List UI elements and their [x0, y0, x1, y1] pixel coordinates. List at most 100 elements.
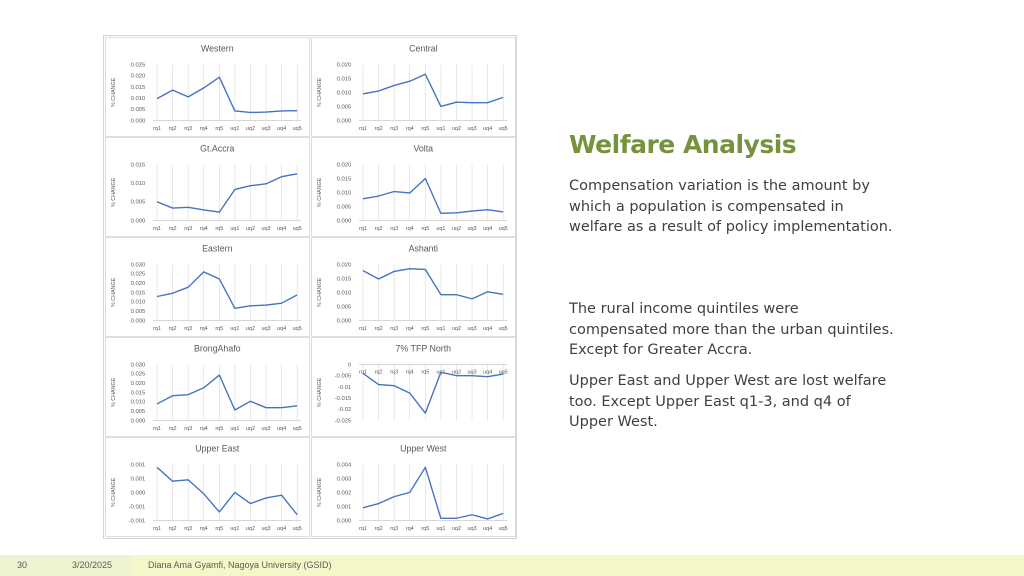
y-tick-label: 0.025 [131, 372, 146, 378]
chart-panel: Eastern % CHANGE 0.000 0.005 0.010 0.015 0.020… [105, 237, 310, 337]
y-axis-label: % CHANGE [317, 277, 323, 307]
series-line [362, 466, 504, 520]
x-tick-label: rq1 [359, 526, 367, 532]
y-tick-label: 0.010 [131, 400, 146, 406]
series-line [362, 73, 504, 108]
x-tick-label: uq3 [261, 126, 270, 132]
x-tick-label: rq3 [184, 126, 192, 132]
chart-panel: Western % CHANGE 0.000 0.005 0.010 0.015 0.020… [105, 37, 310, 137]
y-tick-label: 0.015 [131, 85, 146, 91]
y-tick-label: 0.010 [131, 96, 146, 102]
y-tick-label: 0.000 [337, 518, 352, 524]
y-tick-label: -0.015 [335, 396, 352, 402]
x-tick-label: uq5 [499, 226, 508, 232]
paragraph-upper-regions: Upper East and Upper West are lost welfa… [569, 373, 887, 430]
footer-author: Diana Ama Gyamfi, Nagoya University (GSI… [148, 560, 332, 570]
chart-title: 7% TFP North [396, 344, 452, 354]
y-tick-label: 0.010 [337, 90, 352, 96]
chart-title: Eastern [202, 244, 232, 254]
y-tick-label: 0.001 [131, 462, 146, 468]
y-tick-label: 0.000 [337, 118, 352, 124]
chart-panel: Upper West % CHANGE 0.000 0.001 0.002 0.003 0.… [311, 437, 516, 537]
x-tick-label: uq4 [277, 526, 286, 532]
x-tick-label: rq2 [169, 426, 177, 432]
chart-panel: Upper East % CHANGE -0.001 -0.001 0.000 0.001… [105, 437, 310, 537]
y-tick-label: 0.020 [337, 62, 352, 68]
y-tick-label: 0.004 [337, 462, 352, 468]
x-tick-label: rq1 [153, 226, 161, 232]
x-tick-label: uq4 [483, 126, 492, 132]
chart-title: Gt.Accra [200, 144, 234, 154]
x-tick-label: rq1 [153, 326, 161, 332]
y-tick-label: 0.005 [337, 104, 352, 110]
x-tick-label: uq1 [230, 426, 239, 432]
y-tick-label: -0.001 [129, 518, 146, 524]
y-tick-label: 0.015 [131, 162, 146, 168]
x-tick-label: rq5 [215, 426, 223, 432]
chart-title: BrongAhafo [194, 344, 241, 354]
x-tick-label: uq3 [261, 526, 270, 532]
chart-title: Ashanti [409, 244, 438, 254]
paragraph-compensation-definition: Compensation variation is the amount by … [569, 178, 893, 235]
y-tick-label: 0 [348, 362, 352, 368]
chart-title: Upper West [400, 444, 447, 454]
y-tick-label: -0.005 [335, 374, 352, 380]
x-tick-label: uq4 [483, 369, 492, 375]
y-tick-label: 0.000 [337, 318, 352, 324]
x-tick-label: rq2 [169, 126, 177, 132]
series-line [156, 173, 298, 213]
chart-title: Western [201, 44, 234, 54]
x-tick-label: rq5 [215, 526, 223, 532]
x-tick-label: rq3 [390, 526, 398, 532]
y-tick-label: 0.000 [131, 418, 146, 424]
x-tick-label: uq3 [467, 226, 476, 232]
chart-panel-grid: Western % CHANGE 0.000 0.005 0.010 0.015 0.020… [103, 35, 517, 539]
series-line [362, 267, 504, 300]
y-tick-label: -0.001 [129, 504, 146, 510]
line-chart: Upper East % CHANGE -0.001 -0.001 0.000 0.001… [111, 444, 302, 532]
footer-left-block [0, 555, 133, 576]
x-tick-label: uq4 [277, 326, 286, 332]
x-tick-label: rq4 [200, 326, 208, 332]
footer-bar: 30 3/20/2025 Diana Ama Gyamfi, Nagoya Un… [0, 555, 1024, 576]
y-tick-label: 0.005 [337, 204, 352, 210]
x-tick-label: uq2 [246, 326, 255, 332]
y-tick-label: 0.020 [131, 381, 146, 387]
y-tick-label: 0.010 [337, 290, 352, 296]
series-line [362, 177, 504, 215]
y-tick-label: -0.025 [335, 418, 352, 424]
x-tick-label: rq1 [359, 369, 367, 375]
line-chart: Western % CHANGE 0.000 0.005 0.010 0.015 0.020… [111, 44, 302, 132]
line-chart: 7% TFP North % CHANGE -0.025 -0.02 -0.015 -0.… [317, 344, 508, 425]
chart-panel: 7% TFP North % CHANGE -0.025 -0.02 -0.015 -0.… [311, 337, 516, 437]
x-tick-label: rq3 [184, 526, 192, 532]
x-tick-label: rq4 [200, 526, 208, 532]
chart-panel: Volta % CHANGE 0.000 0.005 0.010 0.015 0.020 rq… [311, 137, 516, 237]
line-chart: Upper West % CHANGE 0.000 0.001 0.002 0.003 0.… [317, 444, 508, 532]
x-tick-label: rq1 [153, 426, 161, 432]
chart-panel: Ashanti % CHANGE 0.000 0.005 0.010 0.015 0.020… [311, 237, 516, 337]
footer-date: 3/20/2025 [72, 560, 113, 570]
x-tick-label: uq2 [246, 226, 255, 232]
y-tick-label: 0.030 [131, 362, 146, 368]
chart-panel: Gt.Accra % CHANGE 0.000 0.005 0.010 0.015 rq1 r… [105, 137, 310, 237]
chart-title: Volta [413, 144, 433, 154]
x-tick-label: rq5 [215, 326, 223, 332]
x-tick-label: uq3 [261, 426, 270, 432]
x-tick-label: uq5 [293, 326, 302, 332]
y-tick-label: 0.000 [131, 490, 146, 496]
y-tick-label: 0.005 [131, 200, 146, 206]
x-tick-label: uq1 [230, 126, 239, 132]
x-tick-label: rq1 [359, 126, 367, 132]
y-axis-label: % CHANGE [111, 277, 117, 307]
y-tick-label: 0.000 [131, 318, 146, 324]
x-tick-label: rq5 [421, 126, 429, 132]
x-tick-label: uq2 [246, 526, 255, 532]
x-tick-label: uq4 [483, 526, 492, 532]
x-tick-label: rq3 [184, 226, 192, 232]
x-tick-label: rq5 [215, 126, 223, 132]
x-tick-label: uq1 [436, 126, 445, 132]
x-tick-label: uq1 [436, 226, 445, 232]
y-tick-label: 0.000 [337, 218, 352, 224]
x-tick-label: uq3 [261, 226, 270, 232]
